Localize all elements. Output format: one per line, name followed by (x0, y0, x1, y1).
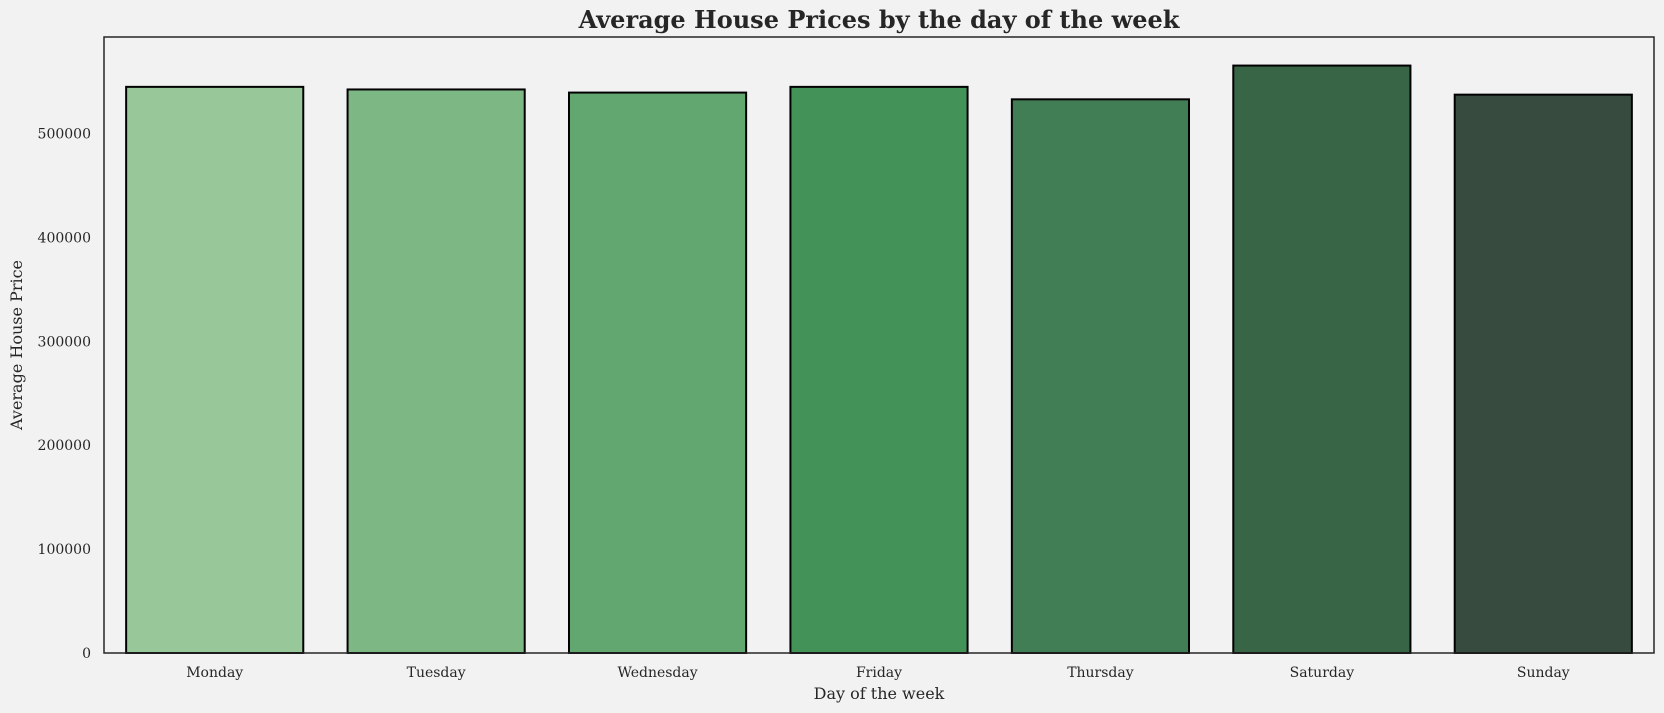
x-tick-label: Monday (186, 665, 243, 681)
bar-tuesday (346, 88, 526, 654)
y-tick-label: 300000 (38, 334, 91, 350)
bar-sunday (1453, 93, 1633, 654)
y-tick-label: 100000 (38, 542, 91, 558)
bar-friday (789, 85, 969, 655)
chart-title: Average House Prices by the day of the w… (578, 5, 1181, 34)
x-tick-label: Friday (856, 665, 902, 681)
x-axis-ticks: Monday Tuesday Wednesday Friday Thursday Satu… (186, 665, 1570, 681)
x-tick-label: Sunday (1517, 665, 1570, 681)
bar-monday (125, 85, 305, 655)
x-tick-label: Thursday (1067, 665, 1134, 681)
x-tick-label: Wednesday (617, 665, 697, 681)
plot-area-frame (103, 36, 1655, 654)
y-axis-label: Average House Price (7, 260, 26, 431)
y-tick-label: 400000 (38, 230, 91, 246)
bar-wednesday (568, 91, 748, 654)
x-tick-label: Tuesday (407, 665, 466, 681)
bar-saturday (1232, 64, 1412, 654)
y-tick-label: 0 (82, 646, 91, 662)
y-tick-label: 500000 (38, 127, 91, 143)
y-axis-ticks: 0 100000 200000 300000 400000 500000 (38, 127, 91, 662)
x-axis-label: Day of the week (814, 684, 945, 703)
x-tick-label: Saturday (1290, 665, 1355, 681)
bars-layer (125, 64, 1633, 655)
bar-thursday (1010, 98, 1190, 654)
y-tick-label: 200000 (38, 438, 91, 454)
